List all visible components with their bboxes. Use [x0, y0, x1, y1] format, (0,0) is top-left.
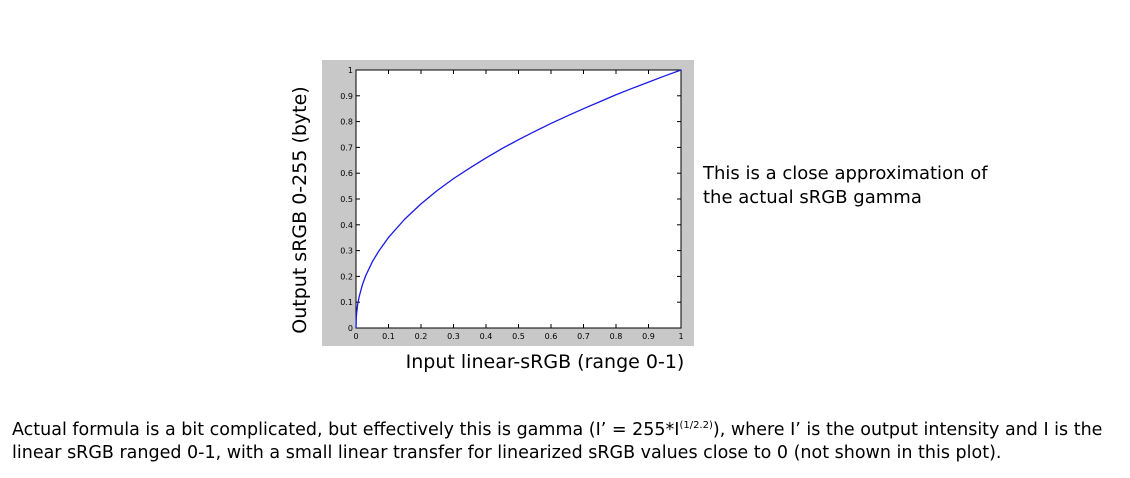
annotation-note: This is a close approximation of the act…: [703, 162, 1033, 210]
note-line-2: the actual sRGB gamma: [703, 187, 922, 208]
y-tick-label: 0.3: [340, 247, 353, 256]
note-line-1: This is a close approximation of: [703, 163, 988, 184]
y-tick-label: 0.8: [340, 118, 353, 127]
caption-text: Actual formula is a bit complicated, but…: [12, 419, 1122, 465]
y-tick-label: 0.6: [340, 169, 353, 178]
plot-area: [355, 69, 682, 329]
x-tick-label: 0.3: [447, 332, 460, 341]
y-tick-label: 0.2: [340, 272, 353, 281]
caption-exponent: (1/2.2): [679, 420, 713, 432]
gamma-chart: 0 0.1 0.2 0.3 0.4 0.5 0.6 0.7 0.8 0.9 1 0 0.1 0.2 0.3 0…: [340, 66, 683, 341]
series-line-0: [355, 69, 682, 329]
x-tick-label: 0.4: [480, 332, 493, 341]
x-tick-label: 0.2: [415, 332, 428, 341]
y-tick-label: 0.5: [340, 195, 353, 204]
y-tick-label: 0.1: [340, 298, 353, 307]
x-tick-label: 0.8: [610, 332, 623, 341]
x-tick-label: 0: [353, 332, 358, 341]
x-tick-label: 0.6: [545, 332, 558, 341]
y-tick-label: 0: [348, 324, 353, 333]
caption-part-1: Actual formula is a bit complicated, but…: [12, 420, 680, 440]
y-tick-label: 0.4: [340, 221, 353, 230]
caption-part-2: ), where I’ is the output intensity and …: [12, 420, 1103, 463]
y-tick-label: 1: [348, 66, 353, 75]
plot-panel: 0 0.1 0.2 0.3 0.4 0.5 0.6 0.7 0.8 0.9 1 0 0.1 0.2 0.3 0…: [322, 60, 694, 346]
x-tick-label: 0.7: [577, 332, 590, 341]
y-tick-label: 0.7: [340, 143, 353, 152]
x-tick-label: 1: [678, 332, 683, 341]
y-tick-label: 0.9: [340, 92, 353, 101]
y-axis-label: Output sRGB 0-255 (byte): [289, 86, 311, 334]
x-tick-label: 0.9: [642, 332, 655, 341]
x-axis-label: Input linear-sRGB (range 0-1): [405, 351, 685, 373]
x-tick-label: 0.5: [512, 332, 525, 341]
x-tick-label: 0.1: [382, 332, 395, 341]
